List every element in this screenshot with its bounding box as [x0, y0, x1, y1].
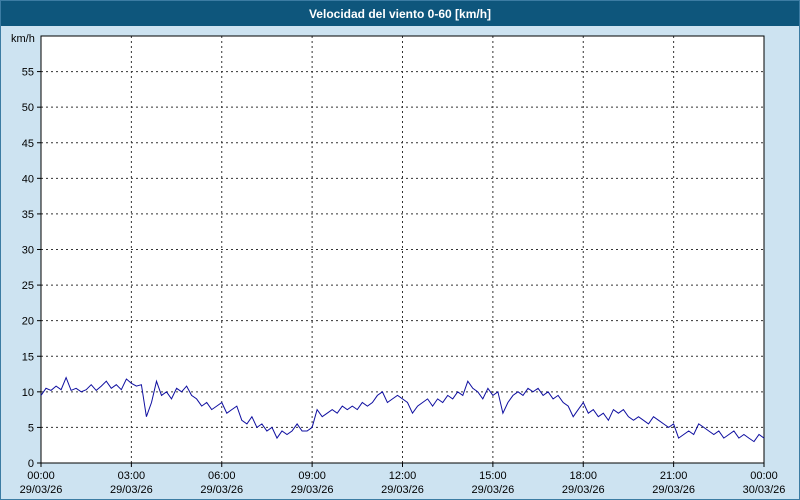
x-tick-time-label: 21:00 — [660, 470, 688, 482]
x-tick-date-label: 29/03/26 — [471, 484, 514, 496]
x-tick-time-label: 03:00 — [118, 470, 146, 482]
wind-speed-line — [40, 376, 765, 443]
x-tick-date-label: 29/03/26 — [562, 484, 605, 496]
x-tick-date-label: 29/03/26 — [381, 484, 424, 496]
x-tick-time-label: 12:00 — [389, 470, 417, 482]
y-tick-label: 50 — [22, 102, 34, 114]
x-tick-date-label: 29/03/26 — [20, 484, 63, 496]
wind-speed-chart: 0 5 10 15 20 25 30 35 40 45 50 55 km/h 00:00 29/03/26 0… — [11, 33, 786, 496]
y-tick-label: 30 — [22, 245, 34, 257]
y-tick-label: 35 — [22, 209, 34, 221]
y-tick-label: 5 — [28, 422, 34, 434]
y-tick-label: 20 — [22, 316, 34, 328]
x-tick-date-label: 29/03/26 — [200, 484, 243, 496]
chart-area: 0 5 10 15 20 25 30 35 40 45 50 55 km/h 00:00 29/03/26 0… — [1, 26, 799, 499]
x-tick-time-label: 09:00 — [298, 470, 326, 482]
plot-border — [40, 35, 765, 464]
x-tick-date-label: 29/03/26 — [291, 484, 334, 496]
y-tick-label: 25 — [22, 280, 34, 292]
y-tick-label: 40 — [22, 173, 34, 185]
x-tick-date-label: 29/03/26 — [652, 484, 695, 496]
x-tick-time-label: 15:00 — [479, 470, 507, 482]
x-tick-date-label: 30/03/26 — [743, 484, 786, 496]
x-tick-time-label: 00:00 — [27, 470, 55, 482]
y-tick-label: 0 — [28, 458, 34, 470]
x-tick-time-label: 06:00 — [208, 470, 236, 482]
chart-title: Velocidad del viento 0-60 [km/h] — [308, 6, 492, 21]
y-tick-label: 10 — [22, 387, 34, 399]
x-tick-time-label: 18:00 — [569, 470, 597, 482]
y-axis-unit-label: km/h — [11, 33, 35, 45]
x-tick-time-label: 00:00 — [750, 470, 778, 482]
y-tick-label: 55 — [22, 67, 34, 79]
chart-title-bar: Velocidad del viento 0-60 [km/h] — [1, 1, 799, 26]
y-tick-label: 45 — [22, 138, 34, 150]
x-tick-date-label: 29/03/26 — [110, 484, 153, 496]
y-tick-label: 15 — [22, 351, 34, 363]
